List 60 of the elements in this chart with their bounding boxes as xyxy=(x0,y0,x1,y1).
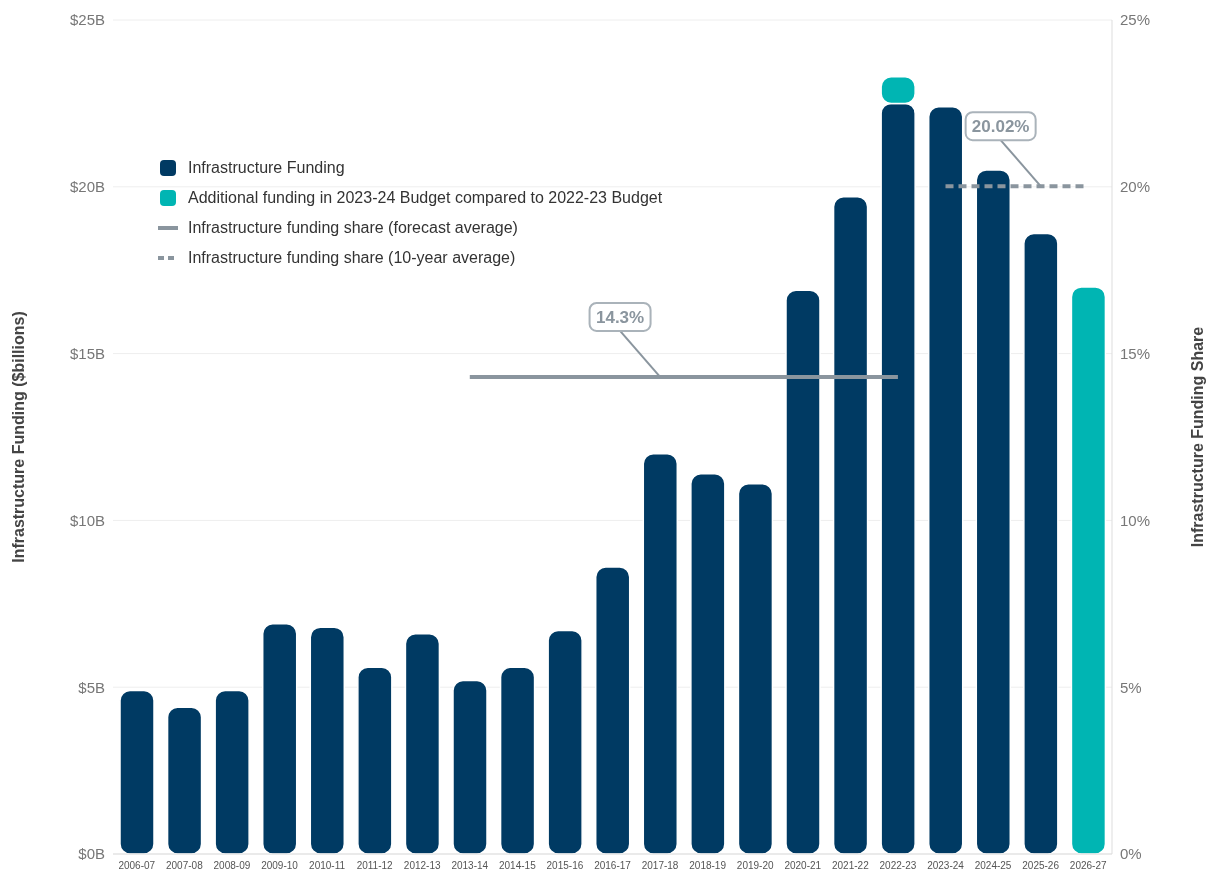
bar xyxy=(547,629,583,854)
x-tick-label: 2017-18 xyxy=(641,860,679,872)
x-tick-label: 2007-08 xyxy=(166,860,204,872)
y2-axis-title: Infrastructure Funding Share xyxy=(1188,326,1206,548)
y2-tick-label: 10% xyxy=(1120,511,1151,529)
x-tick-label: 2010-11 xyxy=(309,860,346,872)
x-tick-label: 2009-10 xyxy=(261,860,299,872)
legend-label: Additional funding in 2023-24 Budget compared to 2022-23 Budget xyxy=(188,188,663,208)
legend-label: Infrastructure funding share (10-year average) xyxy=(188,248,516,268)
x-tick-label: 2020-21 xyxy=(784,860,822,872)
bar xyxy=(594,566,631,854)
data-label: 14.3% xyxy=(595,307,645,327)
data-label: 20.02% xyxy=(971,117,1030,137)
legend-label: Infrastructure funding share (forecast average) xyxy=(188,218,518,238)
bar xyxy=(499,666,536,854)
y-tick-label: $25B xyxy=(69,11,105,29)
x-tick-label: 2021-22 xyxy=(832,860,870,872)
bar xyxy=(261,623,298,854)
bar xyxy=(1023,232,1059,854)
y-tick-label: $20B xyxy=(69,178,105,196)
y2-tick-label: 15% xyxy=(1120,344,1151,362)
y-tick-label: $15B xyxy=(69,344,105,362)
bar xyxy=(166,706,203,854)
x-tick-label: 2018-19 xyxy=(689,860,727,872)
y-tick-label: $0B xyxy=(78,845,105,863)
y2-tick-label: 0% xyxy=(1120,845,1142,863)
x-tick-label: 2024-25 xyxy=(974,860,1012,872)
y-axis-title: Infrastructure Funding ($billions) xyxy=(9,311,27,563)
bar xyxy=(785,289,821,854)
y2-tick-label: 5% xyxy=(1120,678,1142,696)
bar xyxy=(737,482,774,854)
y-tick-label: $10B xyxy=(69,511,105,529)
x-tick-label: 2011-12 xyxy=(356,860,394,872)
y2-tick-label: 20% xyxy=(1120,178,1151,196)
y-tick-label: $5B xyxy=(78,678,105,696)
x-tick-label: 2025-26 xyxy=(1022,860,1060,872)
x-tick-label: 2016-17 xyxy=(594,860,632,872)
bar xyxy=(642,452,679,854)
x-tick-label: 2013-14 xyxy=(451,860,489,872)
legend-label: Infrastructure Funding xyxy=(188,158,345,178)
bar xyxy=(975,169,1012,854)
bar xyxy=(927,105,964,854)
x-tick-label: 2014-15 xyxy=(499,860,537,872)
bar xyxy=(119,689,155,854)
bar xyxy=(357,666,393,854)
bar xyxy=(214,689,250,854)
x-tick-label: 2022-23 xyxy=(879,860,917,872)
y2-tick-label: 25% xyxy=(1120,11,1151,29)
x-tick-label: 2019-20 xyxy=(736,860,774,872)
x-tick-label: 2012-13 xyxy=(403,860,441,872)
bar xyxy=(832,196,869,854)
x-tick-label: 2008-09 xyxy=(213,860,251,872)
x-tick-label: 2015-16 xyxy=(546,860,584,872)
x-tick-label: 2023-24 xyxy=(927,860,965,872)
bar xyxy=(690,472,726,854)
x-tick-label: 2006-07 xyxy=(118,860,156,872)
bar xyxy=(452,679,488,854)
bar xyxy=(309,626,346,854)
x-tick-label: 2026-27 xyxy=(1069,860,1107,872)
bar xyxy=(404,633,441,854)
